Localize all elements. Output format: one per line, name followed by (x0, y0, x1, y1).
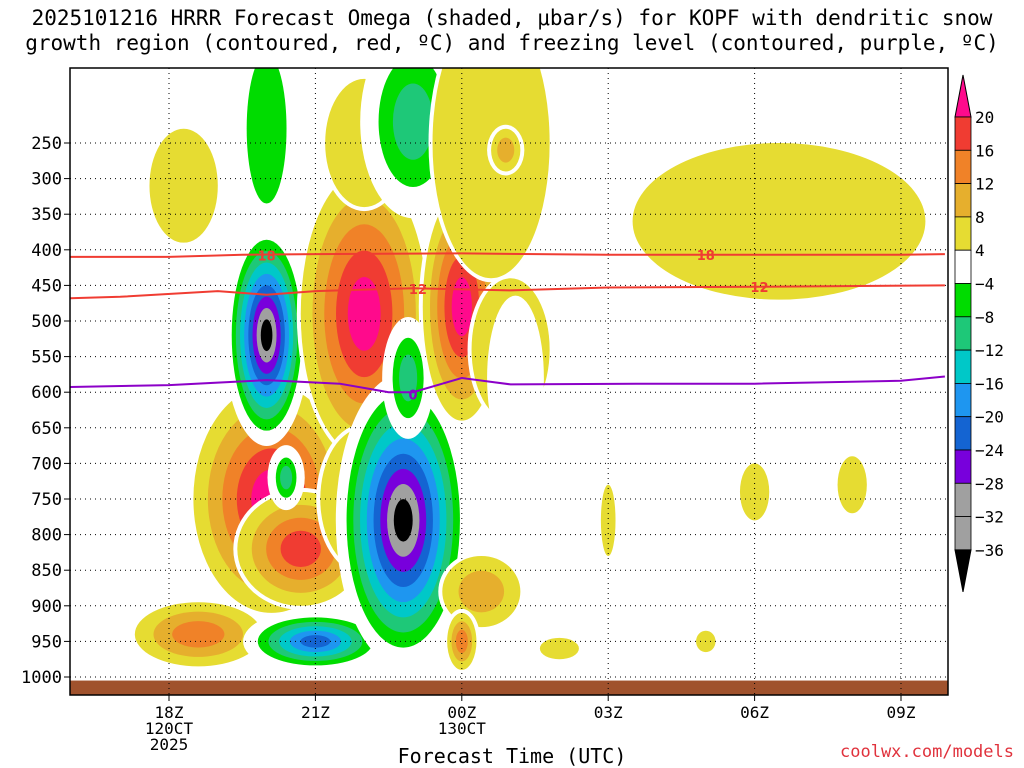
colorbar-label-10: −24 (975, 441, 1004, 460)
omega-blob-18-level-8 (497, 137, 515, 163)
omega-blob-9-level-20 (347, 276, 381, 351)
colorbar-arrow-top (954, 74, 972, 118)
x-tick-label-18Z-1: 120CT (145, 719, 194, 738)
omega-blob-16-level-4 (432, 68, 550, 279)
y-tick-label-300: 300 (31, 170, 62, 190)
omega-blob-19-level--4 (491, 299, 540, 457)
chart-title: 2025101216 HRRR Forecast Omega (shaded, … (0, 6, 1024, 56)
credit-link[interactable]: coolwx.com/models (840, 742, 1014, 762)
x-tick-label-21Z-0: 21Z (301, 703, 330, 722)
colorbar-label-6: −8 (975, 308, 994, 327)
ground-fill (70, 680, 948, 695)
omega-blob-27-level-4 (837, 456, 867, 514)
omega-blob-4-level-16 (280, 530, 321, 567)
contour-label-1: 18 (697, 249, 715, 264)
omega-blob-15-level-20 (451, 277, 472, 337)
colorbar-box-11 (954, 482, 972, 517)
y-tick-label-850: 850 (31, 561, 62, 581)
y-tick-label-250: 250 (31, 134, 62, 154)
omega-blob-13-level--36 (393, 499, 413, 542)
colorbar-label-3: 8 (975, 208, 985, 227)
colorbar-box-10 (954, 449, 972, 484)
colorbar-box-1 (954, 149, 972, 185)
colorbar-box-2 (954, 183, 972, 218)
y-tick-label-500: 500 (31, 312, 62, 332)
y-tick-label-450: 450 (31, 276, 62, 296)
contour-line-2 (70, 375, 945, 394)
x-tick-label-00Z-0: 00Z (447, 703, 476, 722)
y-tick-label-900: 900 (31, 597, 62, 617)
contour-line-1 (70, 284, 945, 300)
colorbar-label-1: 16 (975, 141, 994, 160)
colorbar-label-5: −4 (975, 275, 994, 294)
colorbar-label-11: −28 (975, 474, 1004, 493)
colorbar-label-9: −20 (975, 408, 1004, 427)
omega-blob-14-level--12 (399, 354, 418, 402)
omega-blob-22-level-4 (539, 637, 579, 660)
colorbar-box-9 (954, 416, 972, 451)
x-tick-label-00Z-1: 130CT (438, 719, 487, 738)
title-line-2: growth region (contoured, red, ºC) and f… (25, 31, 999, 55)
y-tick-label-350: 350 (31, 205, 62, 225)
contour-label-2: 12 (409, 283, 427, 298)
colorbar-box-0 (954, 116, 972, 151)
x-tick-label-09Z-0: 09Z (887, 703, 916, 722)
title-line-1: 2025101216 HRRR Forecast Omega (shaded, … (31, 6, 993, 30)
colorbar-label-7: −12 (975, 341, 1004, 360)
colorbar-box-7 (954, 349, 972, 384)
y-tick-label-600: 600 (31, 383, 62, 403)
omega-blob-21-level-12 (455, 629, 468, 654)
contour-label-4: 0 (408, 388, 417, 403)
x-tick-label-18Z-2: 2025 (150, 735, 189, 754)
omega-blob-6-level--36 (260, 319, 273, 352)
contour-label-0: 18 (258, 249, 276, 264)
y-tick-label-650: 650 (31, 419, 62, 439)
omega-blob-28-level-4 (632, 143, 926, 300)
colorbar-label-8: −16 (975, 374, 1004, 393)
omega-blob-24-level--4 (652, 466, 672, 517)
colorbar-arrow-bottom (954, 549, 972, 592)
omega-blob-23-level-4 (600, 484, 616, 556)
colorbar-label-13: −36 (975, 541, 1004, 560)
plot-area: 18 18 12 12 0 (70, 68, 948, 695)
omega-blob-8-level--12 (280, 465, 293, 490)
x-tick-label-06Z-0: 06Z (740, 703, 769, 722)
omega-blob-26-level-4 (739, 463, 770, 521)
omega-blob-12-level--12 (392, 83, 434, 160)
y-tick-label-950: 950 (31, 632, 62, 652)
colorbar-box-5 (954, 283, 972, 318)
plot-frame (69, 67, 949, 696)
y-tick-label-700: 700 (31, 454, 62, 474)
y-tick-label-750: 750 (31, 490, 62, 510)
y-tick-label-550: 550 (31, 348, 62, 368)
colorbar-box-12 (954, 516, 972, 551)
colorbar-label-0: 20 (975, 108, 994, 127)
contour-label-3: 12 (750, 281, 768, 296)
omega-blob-20-level-8 (458, 570, 505, 613)
y-tick-label-400: 400 (31, 241, 62, 261)
colorbar-box-6 (954, 316, 972, 351)
colorbar-label-2: 12 (975, 175, 994, 194)
colorbar-label-4: 4 (975, 241, 985, 260)
colorbar-box-4 (954, 249, 972, 284)
y-tick-label-800: 800 (31, 526, 62, 546)
x-tick-label-03Z-0: 03Z (594, 703, 623, 722)
colorbar-box-8 (954, 382, 972, 418)
colorbar-box-3 (954, 216, 972, 251)
x-tick-label-18Z-0: 18Z (155, 703, 184, 722)
omega-blob-0-level-4 (149, 128, 218, 243)
omega-blob-2-level--4 (144, 470, 174, 528)
colorbar-label-12: −32 (975, 508, 1004, 527)
x-axis-label: Forecast Time (UTC) (397, 744, 627, 768)
omega-blob-5-level--8 (246, 68, 287, 204)
omega-blob-1-level-12 (172, 621, 225, 648)
y-tick-label-1000: 1000 (21, 668, 62, 688)
contour-line-0 (70, 252, 945, 258)
